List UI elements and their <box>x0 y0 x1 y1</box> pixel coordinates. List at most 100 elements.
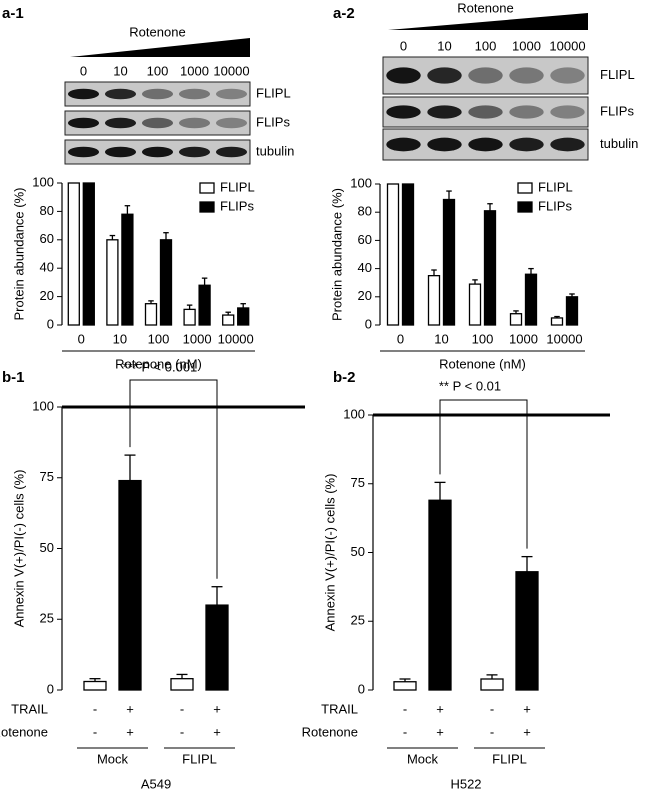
x-tick-label: 100 <box>148 331 170 346</box>
y-axis-label: Annexin V(+)/PI(-) cells (%) <box>11 470 26 628</box>
legend-label: FLIPL <box>220 179 255 194</box>
x-axis-label: Rotenone (nM) <box>439 356 526 371</box>
y-tick-label: 25 <box>351 613 365 628</box>
blot-band <box>550 137 585 152</box>
blot-band <box>67 88 100 100</box>
bar <box>509 313 523 326</box>
cell-line: H522 <box>450 776 481 791</box>
group-label: Mock <box>97 751 129 766</box>
condition-label: TRAIL <box>321 701 358 716</box>
condition-value: - <box>180 724 184 739</box>
blot-band <box>215 117 248 129</box>
blot-band <box>215 88 248 100</box>
bar <box>82 182 95 326</box>
x-tick-label: 0 <box>78 331 85 346</box>
dose-label: 10000 <box>549 38 585 53</box>
bar <box>442 198 456 326</box>
bar <box>118 479 142 691</box>
blot-band <box>468 105 503 119</box>
bar <box>170 678 194 691</box>
blot-band <box>468 67 503 84</box>
y-tick-label: 0 <box>365 316 372 331</box>
legend-swatch <box>517 201 533 213</box>
blot-band <box>427 137 462 152</box>
bar <box>515 571 539 691</box>
blot-band <box>178 146 211 158</box>
x-tick-label: 10 <box>113 331 127 346</box>
y-tick-label: 80 <box>40 203 54 218</box>
bar <box>483 210 497 326</box>
y-tick-label: 0 <box>47 681 54 696</box>
blot-row-label: tubulin <box>600 136 638 151</box>
dose-label: 10 <box>437 38 451 53</box>
bar <box>386 183 400 326</box>
condition-value: - <box>490 701 494 716</box>
legend-label: FLIPs <box>220 198 254 213</box>
bar <box>121 213 134 326</box>
blot-band <box>215 146 248 158</box>
condition-value: + <box>213 701 221 716</box>
condition-value: - <box>490 724 494 739</box>
bar <box>222 314 235 326</box>
y-tick-label: 20 <box>358 288 372 303</box>
blot-band <box>104 146 137 158</box>
y-tick-label: 20 <box>40 288 54 303</box>
condition-value: + <box>523 701 531 716</box>
blot-band <box>509 105 544 119</box>
bar <box>401 183 415 326</box>
blot-band <box>141 117 174 129</box>
condition-value: - <box>180 701 184 716</box>
bar <box>524 273 538 326</box>
bar <box>393 681 417 691</box>
dose-label: 100 <box>475 38 497 53</box>
blot-band <box>141 88 174 100</box>
bar <box>159 239 173 326</box>
condition-value: + <box>436 701 444 716</box>
panel-label: a-2 <box>333 5 355 22</box>
blot-band <box>386 67 421 84</box>
blot-band <box>550 67 585 84</box>
y-tick-label: 75 <box>351 475 365 490</box>
condition-value: - <box>403 701 407 716</box>
y-tick-label: 40 <box>40 260 54 275</box>
legend-swatch <box>517 182 533 194</box>
blot-row-label: FLIPL <box>600 67 635 82</box>
group-label: Mock <box>407 751 439 766</box>
blot-band <box>509 137 544 152</box>
panel-label: b-1 <box>2 369 25 386</box>
bar <box>67 182 80 326</box>
blot-band <box>104 117 137 129</box>
dose-label: 100 <box>147 63 169 78</box>
condition-value: + <box>523 724 531 739</box>
bar <box>550 317 564 326</box>
y-tick-label: 100 <box>32 398 54 413</box>
panel-label: b-2 <box>333 369 356 386</box>
dose-label: 10 <box>113 63 127 78</box>
bar <box>106 239 119 326</box>
y-tick-label: 100 <box>343 406 365 421</box>
legend-swatch <box>199 201 215 213</box>
blot-band <box>509 67 544 84</box>
blot-band <box>550 105 585 119</box>
y-axis-label: Protein abundance (%) <box>329 188 344 321</box>
dose-label: 0 <box>400 38 407 53</box>
annotation: *** P < 0.001 <box>123 359 198 374</box>
blot-row-label: FLIPs <box>600 103 634 118</box>
blot-band <box>468 137 503 152</box>
blot-band <box>386 105 421 119</box>
bar <box>198 284 211 326</box>
x-tick-label: 10000 <box>546 331 582 346</box>
bracket <box>129 379 218 579</box>
x-tick-label: 0 <box>397 331 404 346</box>
cell-line: A549 <box>141 776 171 791</box>
y-tick-label: 40 <box>358 260 372 275</box>
condition-value: + <box>436 724 444 739</box>
bar <box>83 680 107 691</box>
condition-label: Rotenone <box>302 724 358 739</box>
y-tick-label: 0 <box>358 681 365 696</box>
y-tick-label: 80 <box>358 204 372 219</box>
condition-value: + <box>213 724 221 739</box>
bar <box>183 308 196 326</box>
legend-label: FLIPs <box>538 198 572 213</box>
